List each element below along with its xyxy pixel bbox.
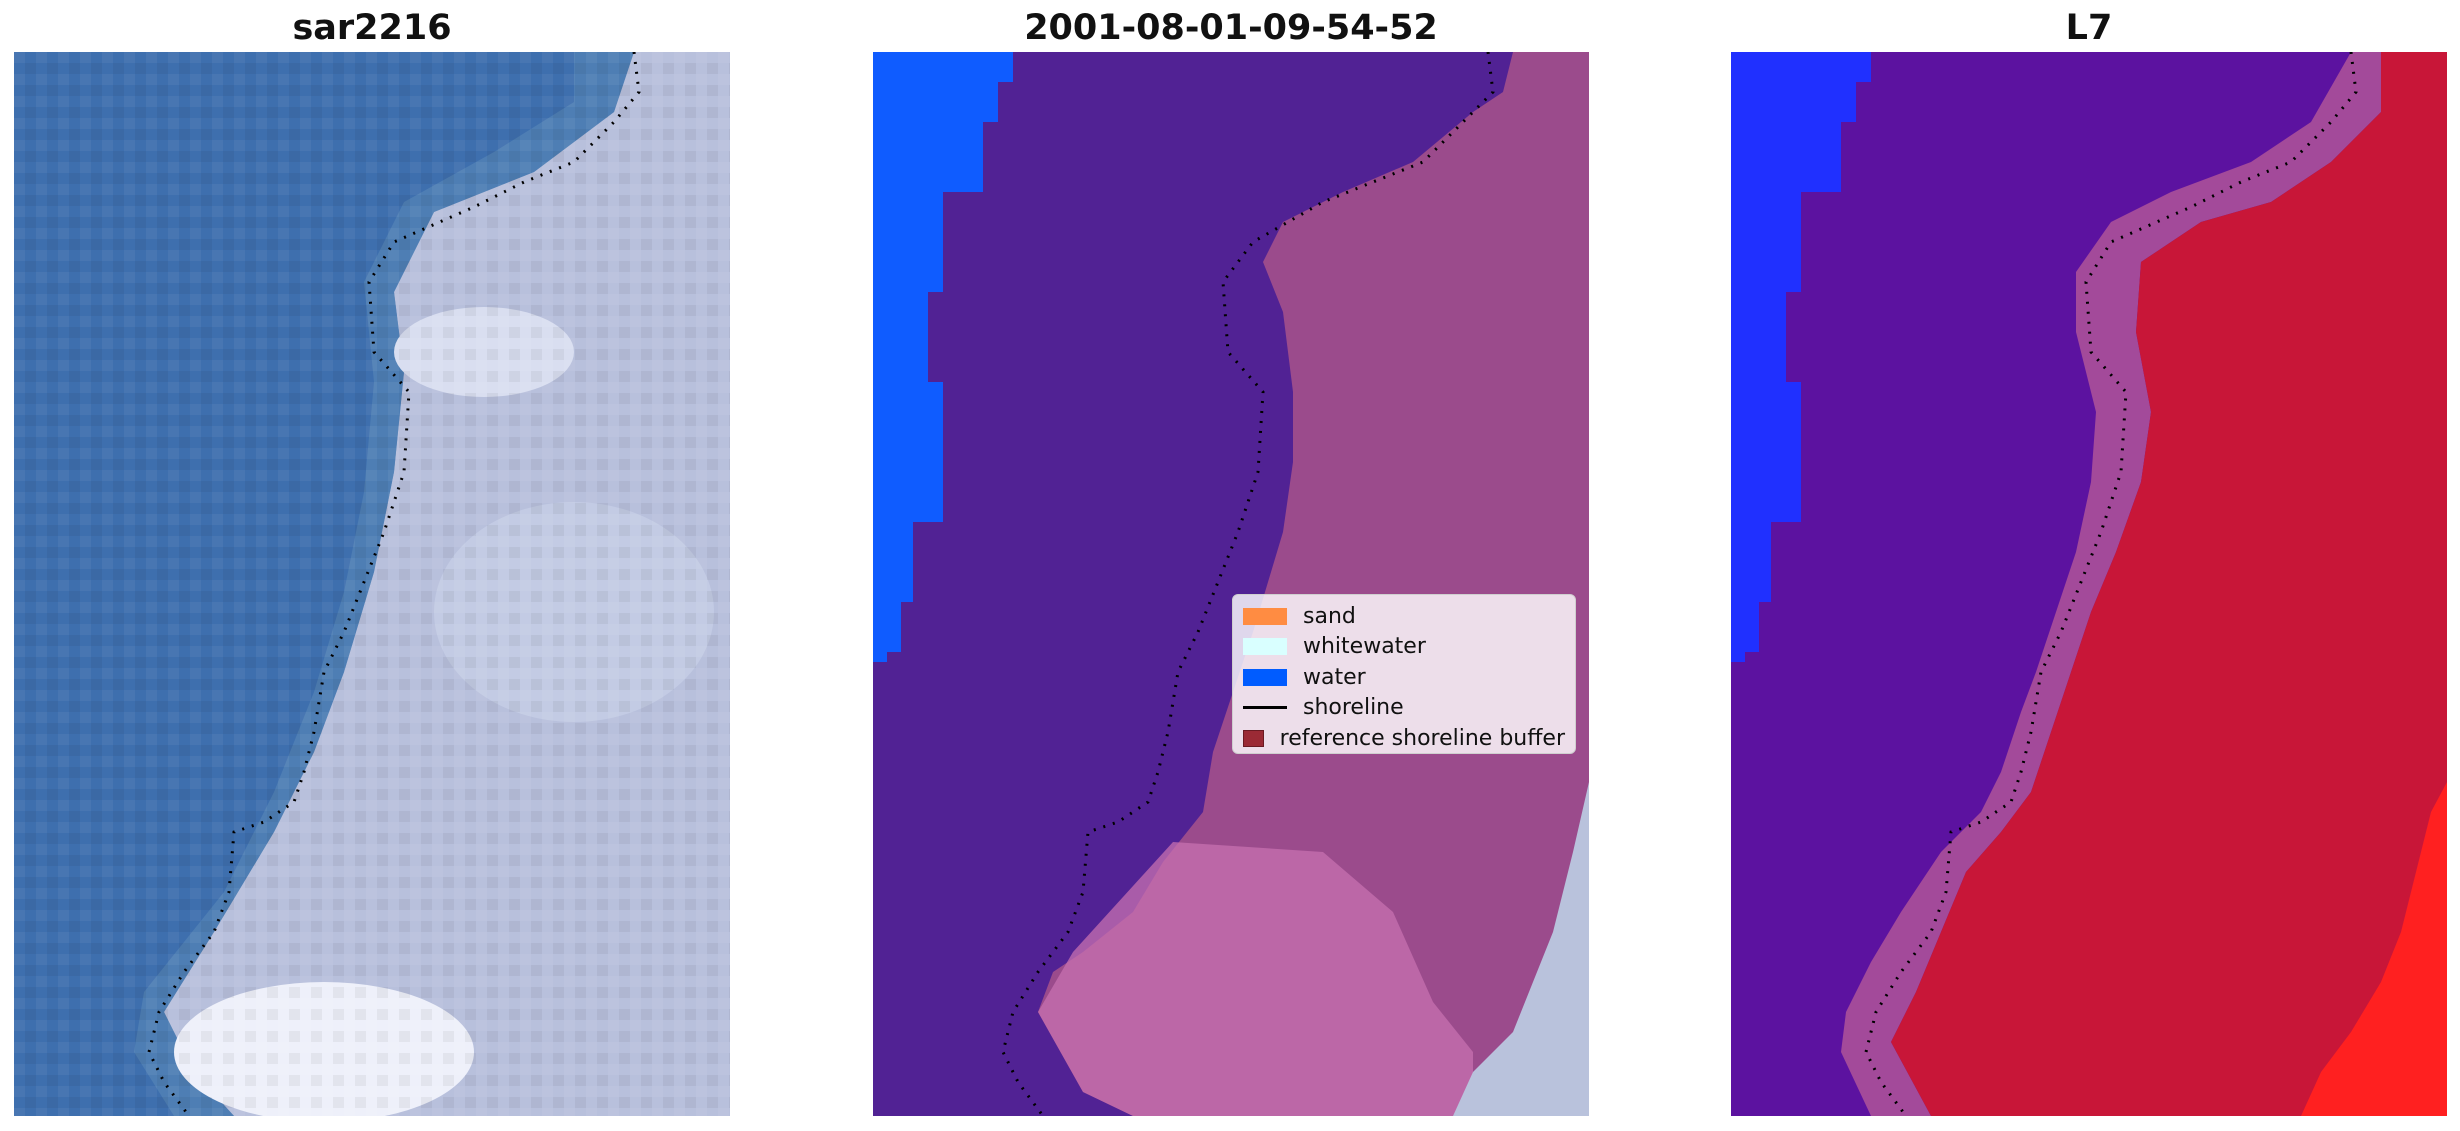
- index-image: [1731, 52, 2447, 1116]
- shoreline-classified: [1001, 52, 1495, 1116]
- index-image-panel: [1731, 52, 2447, 1116]
- legend-label: sand: [1303, 603, 1356, 629]
- classified-image: [873, 52, 1589, 1116]
- legend-swatch-shoreline: [1243, 706, 1287, 710]
- legend-swatch-sand: [1243, 607, 1287, 625]
- index-land: [1891, 52, 2447, 1116]
- index-bright: [2301, 782, 2447, 1116]
- legend-item-reference-buffer: reference shoreline buffer: [1243, 723, 1565, 754]
- legend-swatch-reference-buffer: [1243, 729, 1264, 747]
- panel-title-index: L7: [2065, 8, 2113, 48]
- legend-swatch-water: [1243, 668, 1287, 686]
- rgb-image-panel: [14, 52, 730, 1116]
- panel-title-rgb: sar2216: [292, 8, 452, 48]
- legend-item-water: water: [1243, 662, 1565, 693]
- panel-title-classified: 2001-08-01-09-54-52: [1024, 8, 1438, 48]
- class-cloud: [1453, 782, 1589, 1116]
- classified-image-panel: [873, 52, 1589, 1116]
- legend-label: shoreline: [1303, 695, 1404, 721]
- class-land-light: [1038, 842, 1473, 1116]
- legend-label: water: [1303, 664, 1366, 690]
- legend-item-sand: sand: [1243, 601, 1565, 632]
- legend-label: reference shoreline buffer: [1279, 725, 1565, 751]
- index-water: [1731, 52, 1871, 662]
- legend: sand whitewater water shoreline referenc…: [1232, 594, 1576, 754]
- legend-label: whitewater: [1303, 634, 1426, 660]
- legend-item-whitewater: whitewater: [1243, 632, 1565, 663]
- legend-item-shoreline: shoreline: [1243, 693, 1565, 724]
- class-water: [873, 52, 1013, 662]
- index-transition: [1841, 52, 2381, 1116]
- legend-swatch-whitewater: [1243, 638, 1287, 656]
- rgb-image: [14, 52, 730, 1116]
